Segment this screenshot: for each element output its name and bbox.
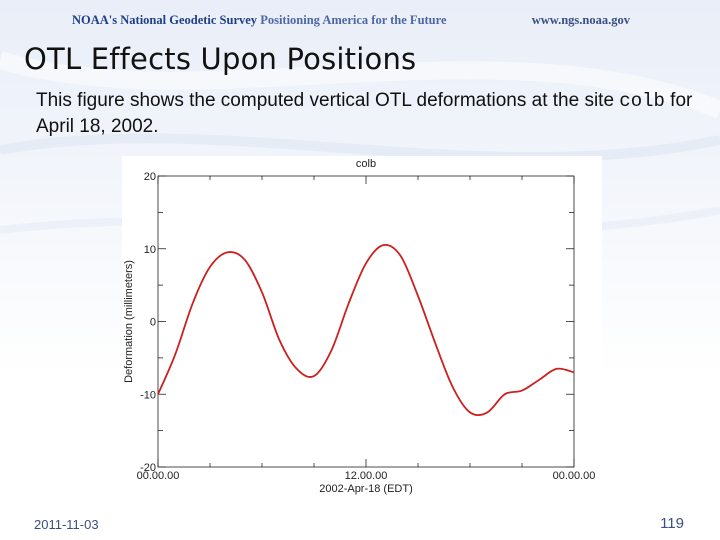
- chart-title: colb: [356, 158, 376, 170]
- slide-title: OTL Effects Upon Positions: [24, 42, 417, 76]
- x-tick-label: 00.00.00: [553, 470, 596, 482]
- header-url: www.ngs.noaa.gov: [531, 13, 630, 27]
- y-tick-label: 0: [150, 317, 156, 329]
- y-axis-label: Deformation (millimeters): [123, 260, 135, 383]
- x-tick-label: 12.00.00: [345, 470, 388, 482]
- otl-deformation-chart: colb -20 -10 0 10 20 00.00.00 12.00.00 00.00.0…: [122, 156, 602, 498]
- header-tagline: Positioning America for the Future: [260, 13, 447, 27]
- footer-date: 2011-11-03: [34, 517, 99, 532]
- x-axis-label: 2002-Apr-18 (EDT): [319, 483, 413, 495]
- x-tick-label: 00.00.00: [137, 470, 180, 482]
- chart-background: [122, 156, 602, 498]
- slide-header: NOAA's National Geodetic Survey Position…: [0, 0, 720, 40]
- y-tick-label: 20: [144, 171, 156, 183]
- slide-description: This figure shows the computed vertical …: [36, 88, 696, 139]
- header-branding: NOAA's National Geodetic Survey Position…: [72, 13, 447, 28]
- description-text-1: This figure shows the computed vertical …: [36, 90, 620, 111]
- y-tick-label: 10: [144, 244, 156, 256]
- site-code: colb: [619, 90, 665, 112]
- y-tick-label: -20: [140, 462, 156, 474]
- page-number: 119: [660, 515, 684, 532]
- y-tick-label: -10: [140, 389, 156, 401]
- header-brand: NOAA's National Geodetic Survey: [72, 13, 258, 27]
- deformation-series-line: [157, 243, 575, 417]
- description-text-2: for April 18, 2002.: [36, 90, 693, 137]
